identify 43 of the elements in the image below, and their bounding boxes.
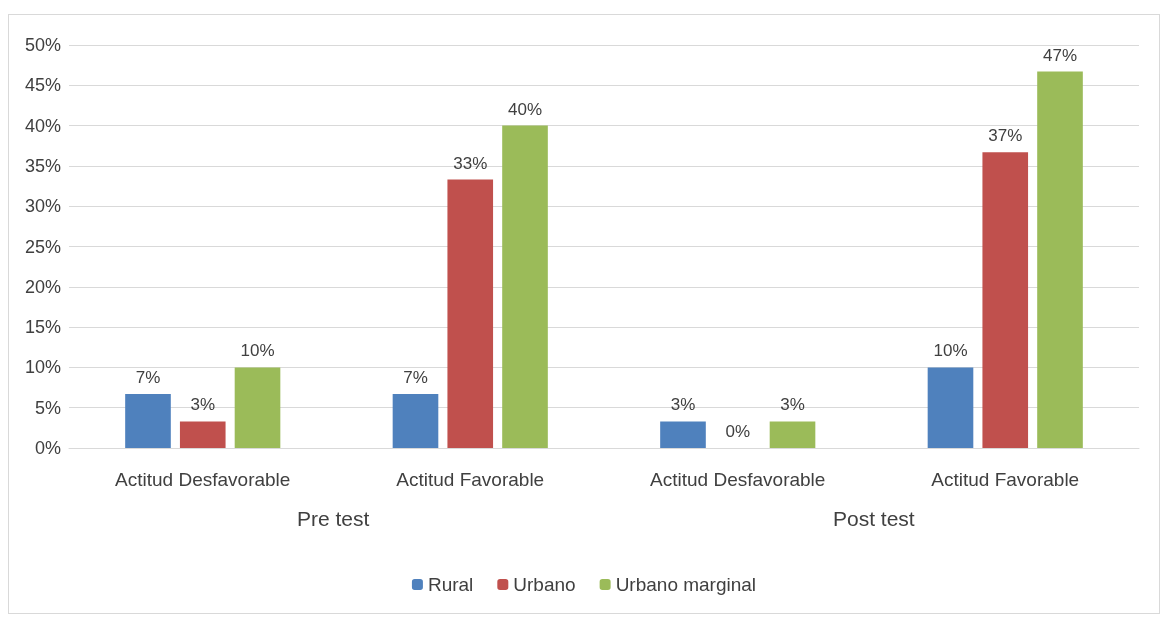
bar bbox=[447, 179, 494, 448]
data-label: 7% bbox=[403, 368, 428, 387]
y-tick-label: 30% bbox=[24, 196, 61, 217]
y-tick-label: 0% bbox=[34, 438, 61, 458]
text: Pre test bbox=[297, 507, 370, 530]
bar bbox=[1037, 71, 1083, 448]
legend-label: Rural bbox=[427, 574, 474, 595]
x-tick-label: Actitud Desfavorable bbox=[115, 469, 291, 490]
bar bbox=[234, 367, 281, 448]
y-tick-label: 50% bbox=[24, 35, 61, 55]
y-tick-label: 5% bbox=[34, 397, 61, 418]
bar bbox=[502, 125, 548, 448]
data-label: 33% bbox=[453, 153, 488, 173]
bar bbox=[392, 394, 439, 448]
data-label: 7% bbox=[135, 368, 161, 387]
bar bbox=[769, 421, 816, 448]
x-tick-label: Actitud Favorable bbox=[396, 469, 545, 490]
data-label: 37% bbox=[988, 126, 1023, 146]
y-tick-label: 15% bbox=[24, 317, 61, 338]
data-label: 0% bbox=[725, 422, 751, 441]
y-tick-label: 45% bbox=[24, 75, 61, 96]
data-label: 10% bbox=[240, 341, 275, 361]
data-label: 3% bbox=[670, 395, 696, 415]
bar bbox=[660, 421, 706, 448]
y-tick-label: 35% bbox=[24, 155, 61, 176]
bar bbox=[982, 152, 1029, 448]
bar bbox=[125, 394, 171, 448]
x-tick-label: Actitud Desfavorable bbox=[650, 469, 826, 490]
text: Post test bbox=[833, 507, 915, 530]
bar bbox=[927, 367, 974, 448]
y-tick-label: 20% bbox=[24, 276, 61, 297]
legend-label: Urbano bbox=[513, 574, 576, 595]
legend-label: Urbano marginal bbox=[615, 574, 757, 595]
data-label: 40% bbox=[507, 99, 543, 119]
x-tick-label: Actitud Favorable bbox=[931, 469, 1080, 490]
y-tick-label: 40% bbox=[24, 115, 61, 136]
data-label: 3% bbox=[190, 395, 216, 415]
data-label: 10% bbox=[933, 341, 968, 361]
y-tick-label: 25% bbox=[24, 236, 61, 257]
data-label: 47% bbox=[1042, 45, 1078, 65]
bar bbox=[179, 421, 226, 448]
y-tick-label: 10% bbox=[24, 357, 61, 378]
data-label: 3% bbox=[780, 395, 805, 415]
